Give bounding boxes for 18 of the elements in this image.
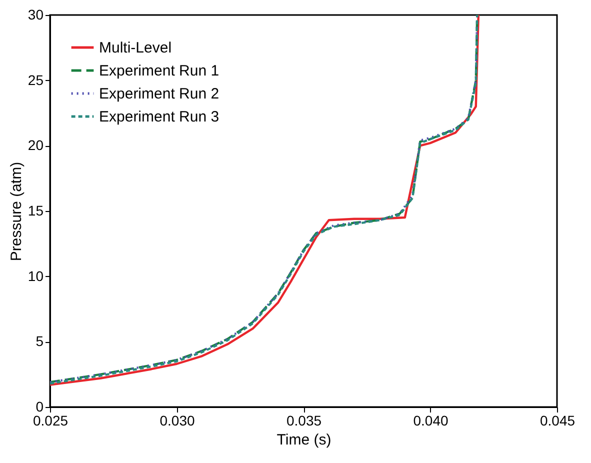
legend-label: Experiment Run 3 [99,108,220,126]
legend-label: Experiment Run 1 [99,62,220,80]
y-tick-label: 30 [28,6,44,22]
legend-label: Multi-Level [99,40,172,56]
y-tick-label: 15 [28,202,44,218]
y-tick-label: 0 [36,398,44,414]
x-axis-title: Time (s) [276,432,332,448]
y-tick-label: 10 [28,268,44,284]
x-tick-label: 0.040 [413,412,448,428]
y-tick-label: 20 [28,137,44,154]
y-tick-label: 25 [28,72,44,88]
legend-label: Experiment Run 2 [99,86,220,102]
x-tick-label: 0.025 [32,412,68,428]
y-tick-label: 5 [36,333,44,350]
x-tick-label: 0.030 [160,412,195,428]
x-tick-label: 0.035 [286,412,322,428]
y-axis-title: Pressure (atm) [8,162,25,262]
x-tick-label: 0.045 [540,412,576,428]
